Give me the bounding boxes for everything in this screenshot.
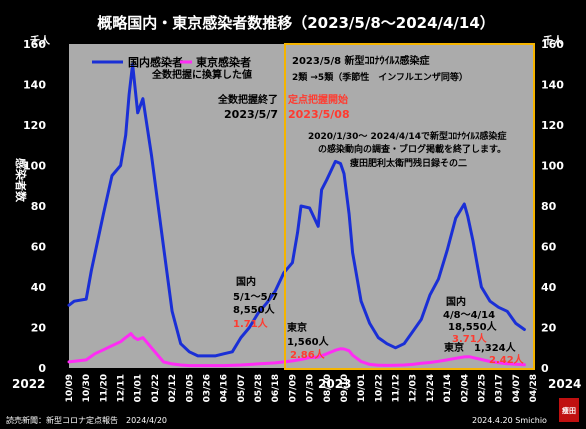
unit-label-left: 千人	[30, 34, 51, 47]
annotation-survey-end-3: 痩田肥利太衛門残日録その二	[350, 157, 467, 169]
series-line-tokyo	[67, 332, 526, 368]
y-tick-left: 40	[31, 281, 47, 294]
x-tick-label: 02/12	[168, 374, 178, 402]
x-tick-label: 05/07	[237, 374, 247, 402]
x-tick-label: 01/14	[443, 374, 453, 402]
unit-label-right: 千人	[543, 34, 564, 47]
x-tick-label: 04/07	[512, 374, 522, 402]
series-line-domestic	[67, 62, 526, 358]
y-tick-right: 160	[541, 38, 564, 51]
footer-left: 読売新聞：新型コロナ定点報告 2024/4/20	[6, 415, 167, 425]
x-tick-label: 10/30	[82, 374, 92, 402]
x-tick-label: 05/28	[254, 374, 264, 402]
y-tick-left: 0	[38, 362, 46, 375]
x-tick-label: 02/25	[477, 374, 487, 402]
x-tick-label: 01/01	[134, 374, 144, 402]
footer-right: 2024.4.20 Smichio	[472, 416, 547, 425]
x-tick-label: 02/04	[460, 374, 470, 402]
x-tick-label: 12/11	[117, 374, 127, 402]
x-tick-label: 04/16	[220, 374, 230, 402]
x-tick-label: 08/20	[323, 374, 333, 402]
x-tick-label: 06/18	[271, 374, 281, 402]
annotation-end-full-count-2: 2023/5/7	[224, 108, 278, 121]
y-tick-right: 120	[541, 119, 564, 132]
y-tick-left: 60	[31, 241, 47, 254]
x-tick-label: 12/03	[409, 374, 419, 402]
y-tick-right: 20	[541, 322, 557, 335]
x-tick-label: 09/10	[340, 374, 350, 402]
x-tick-label: 07/09	[288, 374, 298, 402]
y-tick-right: 80	[541, 200, 557, 213]
y-tick-left: 160	[23, 38, 46, 51]
x-tick-label: 11/12	[392, 374, 402, 402]
x-tick-label: 10/22	[374, 374, 384, 402]
annotation-tokyo-early-3: 2.86人	[290, 348, 326, 361]
annotation-start-fixed-2: 2023/5/08	[288, 108, 350, 121]
annotation-domestic-early-2: 5/1～5/7	[233, 292, 278, 303]
annotation-domestic-late-1: 国内	[446, 295, 466, 308]
annotation-tokyo-early-2: 1,560人	[287, 335, 330, 348]
seal-text: 痩田	[562, 406, 576, 415]
y-tick-left: 120	[23, 119, 46, 132]
annotations: 全数把握終了 2023/5/7 定点把握開始 2023/5/08 2023/5/…	[217, 54, 525, 366]
year-label: 2022	[12, 377, 45, 391]
seal-stamp: 痩田	[559, 398, 579, 422]
x-tick-label: 03/05	[185, 374, 195, 402]
x-tick-label: 10/01	[357, 374, 367, 402]
annotation-domestic-early-1: 国内	[236, 275, 256, 288]
y-tick-left: 140	[23, 79, 46, 92]
x-tick-label: 07/30	[306, 374, 316, 402]
annotation-start-fixed-1: 定点把握開始	[288, 93, 348, 106]
y-tick-left: 80	[31, 200, 47, 213]
chart-title: 概略国内・東京感染者数推移（2023/5/8〜2024/4/14）	[97, 14, 495, 32]
annotation-survey-end-2: の感染動向の調査・ブログ掲載を終了します。	[318, 143, 506, 155]
y-tick-right: 60	[541, 241, 557, 254]
annotation-tokyo-late: 東京 1,324人	[444, 341, 517, 354]
annotation-domestic-early-4: 1.71人	[233, 317, 269, 330]
annotation-class-change-2: 2類 →5類（季節性 インフルエンザ同等）	[292, 71, 468, 83]
year-label: 2024	[548, 377, 581, 391]
x-tick-label: 01/22	[151, 374, 161, 402]
y-tick-right: 40	[541, 281, 557, 294]
legend-note-domestic: 全数把握に換算した値	[151, 68, 252, 81]
x-tick-label: 03/17	[495, 374, 505, 402]
y-tick-right: 100	[541, 160, 564, 173]
x-tick-label: 03/26	[202, 374, 212, 402]
annotation-end-full-count-1: 全数把握終了	[217, 93, 278, 106]
x-tick-label: 12/24	[426, 374, 436, 402]
year-label: 2023	[318, 377, 351, 391]
y-tick-right: 0	[541, 362, 549, 375]
annotation-domestic-late-4: 3.71人	[452, 332, 488, 345]
y-tick-right: 140	[541, 79, 564, 92]
x-tick-label: 11/20	[99, 374, 109, 402]
annotation-class-change-1: 2023/5/8 新型ｺﾛﾅｳｲﾙｽ感染症	[292, 54, 430, 67]
legend-label-tokyo: 東京感染者	[196, 55, 251, 69]
y-axis-label: 感染者数	[14, 158, 28, 203]
annotation-domestic-late-2: 4/8～4/14	[443, 310, 495, 321]
legend: 国内感染者 東京感染者 全数把握に換算した値	[92, 55, 252, 81]
x-tick-label: 04/28	[529, 374, 539, 402]
y-tick-left: 20	[31, 322, 47, 335]
y-tick-left: 100	[23, 160, 46, 173]
annotation-domestic-early-3: 8,550人	[233, 303, 276, 316]
annotation-survey-end-1: 2020/1/30～ 2024/4/14で新型ｺﾛﾅｳｲﾙｽ感染症	[308, 130, 506, 142]
annotation-tokyo-early-1: 東京	[287, 321, 307, 334]
legend-label-domestic: 国内感染者	[128, 55, 183, 69]
x-tick-label: 10/09	[65, 374, 75, 402]
annotation-tokyo-late-rate: 2.42人	[489, 353, 525, 366]
annotation-domestic-late-3: 18,550人	[448, 320, 498, 333]
post-transition-box	[284, 43, 535, 370]
